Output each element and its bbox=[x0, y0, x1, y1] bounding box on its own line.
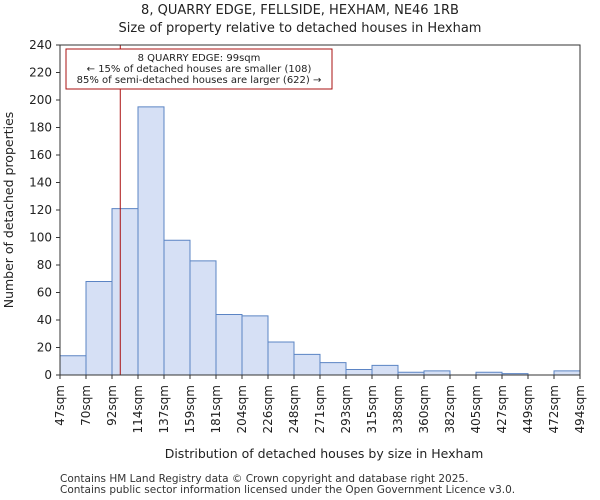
y-tick-label: 100 bbox=[29, 231, 52, 245]
y-tick-label: 40 bbox=[37, 313, 52, 327]
y-tick-label: 120 bbox=[29, 203, 52, 217]
bar-137sqm bbox=[163, 239, 191, 376]
bar-181sqm bbox=[215, 314, 243, 376]
annotation-line-2: ← 15% of detached houses are smaller (10… bbox=[87, 64, 312, 75]
y-tick-label: 140 bbox=[29, 176, 52, 190]
x-tick-label: 360sqm bbox=[417, 385, 431, 433]
x-tick-label: 248sqm bbox=[287, 385, 301, 433]
bar-315sqm bbox=[371, 364, 399, 376]
x-tick-label: 405sqm bbox=[469, 385, 483, 433]
x-tick-label: 114sqm bbox=[131, 385, 145, 433]
bars-group bbox=[59, 106, 581, 376]
x-tick-label: 92sqm bbox=[105, 385, 119, 426]
x-tick-label: 159sqm bbox=[183, 385, 197, 433]
x-tick-label: 427sqm bbox=[495, 385, 509, 433]
x-tick-label: 472sqm bbox=[547, 385, 561, 433]
footer-line-1: Contains HM Land Registry data © Crown c… bbox=[60, 473, 469, 485]
y-tick-label: 240 bbox=[29, 38, 52, 52]
plot-frame bbox=[59, 44, 581, 376]
bar-226sqm bbox=[267, 341, 295, 376]
x-axis-label: Distribution of detached houses by size … bbox=[165, 446, 484, 461]
bar-70sqm bbox=[85, 281, 113, 376]
y-tick-label: 20 bbox=[37, 341, 52, 355]
annotation-line-1: 8 QUARRY EDGE: 99sqm bbox=[138, 53, 261, 64]
x-tick-label: 382sqm bbox=[443, 385, 457, 433]
y-tick-label: 80 bbox=[37, 258, 52, 272]
x-tick-label: 293sqm bbox=[339, 385, 353, 433]
y-axis-label: Number of detached properties bbox=[1, 112, 16, 309]
bar-47sqm bbox=[59, 355, 87, 376]
x-tick-label: 315sqm bbox=[365, 385, 379, 433]
footer-line-2: Contains public sector information licen… bbox=[60, 484, 516, 496]
x-tick-label: 338sqm bbox=[391, 385, 405, 433]
bar-360sqm bbox=[423, 370, 451, 376]
bar-204sqm bbox=[241, 315, 269, 376]
x-tick-label: 494sqm bbox=[573, 385, 587, 433]
y-tick-label: 200 bbox=[29, 93, 52, 107]
bar-159sqm bbox=[189, 260, 217, 376]
bar-472sqm bbox=[553, 370, 581, 376]
bar-248sqm bbox=[293, 353, 321, 376]
x-tick-label: 137sqm bbox=[157, 385, 171, 433]
x-tick-label: 181sqm bbox=[209, 385, 223, 433]
bar-271sqm bbox=[319, 362, 347, 376]
y-tick-label: 220 bbox=[29, 66, 52, 80]
x-tick-label: 204sqm bbox=[235, 385, 249, 433]
bar-92sqm bbox=[111, 208, 139, 376]
y-tick-label: 160 bbox=[29, 148, 52, 162]
y-axis-ticks: 0 20 40 60 80 100 120 140 160 180 200 220 240 bbox=[29, 38, 60, 382]
x-tick-label: 449sqm bbox=[521, 385, 535, 433]
bar-293sqm bbox=[345, 369, 373, 376]
x-tick-label: 70sqm bbox=[79, 385, 93, 426]
x-tick-label: 47sqm bbox=[53, 385, 67, 426]
annotation-line-3: 85% of semi-detached houses are larger (… bbox=[77, 75, 322, 86]
y-tick-label: 0 bbox=[44, 368, 52, 382]
x-tick-label: 226sqm bbox=[261, 385, 275, 433]
y-tick-label: 60 bbox=[37, 286, 52, 300]
chart-subtitle: Size of property relative to detached ho… bbox=[119, 21, 482, 36]
x-axis-ticks: 47sqm 70sqm 92sqm 114sqm 137sqm 159sqm 181sqm 2… bbox=[53, 375, 587, 433]
bar-114sqm bbox=[137, 106, 165, 376]
y-tick-label: 180 bbox=[29, 121, 52, 135]
annotation-box bbox=[65, 48, 333, 90]
chart-title: 8, QUARRY EDGE, FELLSIDE, HEXHAM, NE46 1… bbox=[141, 3, 459, 18]
x-tick-label: 271sqm bbox=[313, 385, 327, 433]
